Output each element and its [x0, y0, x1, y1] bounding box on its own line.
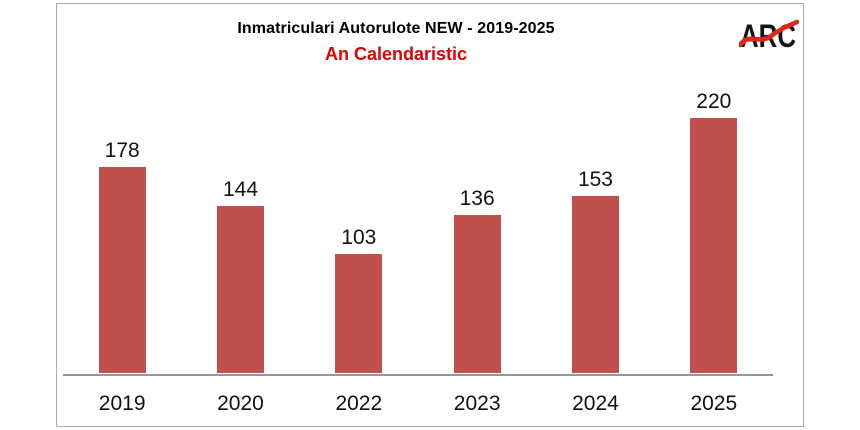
- chart-title: Inmatriculari Autorulote NEW - 2019-2025: [237, 20, 555, 37]
- title-area: Inmatriculari Autorulote NEW - 2019-2025…: [57, 20, 803, 65]
- plot-area: 178 144 103 136 153 220: [63, 83, 773, 373]
- bar-slot: 153: [536, 168, 654, 373]
- bar: [453, 215, 501, 373]
- chart-frame: Inmatriculari Autorulote NEW - 2019-2025…: [56, 3, 804, 427]
- x-axis-label: 2025: [690, 392, 738, 415]
- bar-value-label: 136: [459, 186, 495, 210]
- bar-value-label: 220: [696, 89, 732, 113]
- bar: [335, 254, 383, 373]
- bar-value-label: 153: [577, 167, 613, 191]
- bar-slot: 178: [63, 139, 181, 373]
- bar-slot: 103: [300, 226, 418, 373]
- x-axis-label: 2024: [572, 392, 619, 415]
- chart-subtitle: An Calendaristic: [324, 44, 468, 64]
- x-axis-label: 2020: [217, 392, 264, 415]
- bar: [571, 196, 619, 373]
- bar-value-label: 178: [104, 138, 140, 162]
- x-axis-label: 2022: [335, 392, 383, 415]
- x-axis-line: [63, 374, 773, 376]
- x-axis-label: 2023: [453, 392, 501, 415]
- bar-slot: 136: [418, 187, 536, 373]
- x-axis-labels: 2019 2020 2022 2023 2024 2025: [63, 392, 773, 416]
- bar: [98, 167, 146, 373]
- bar-slot: 220: [655, 90, 773, 373]
- bar-value-label: 144: [222, 177, 259, 201]
- bar-value-label: 103: [341, 225, 377, 249]
- bar: [216, 206, 264, 373]
- arc-logo: ARC: [739, 18, 799, 54]
- arc-logo-swoosh-icon: [739, 19, 799, 48]
- bar: [690, 118, 738, 373]
- bar-slot: 144: [181, 178, 299, 373]
- x-axis-label: 2019: [98, 392, 146, 415]
